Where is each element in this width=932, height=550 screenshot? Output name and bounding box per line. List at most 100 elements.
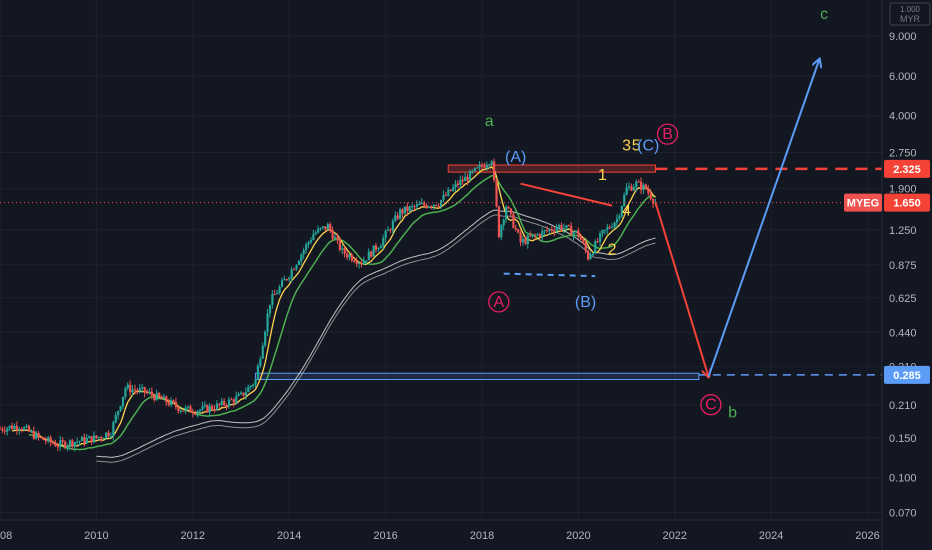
price-tag-support <box>884 365 930 384</box>
candle-body <box>136 390 139 392</box>
candle-body <box>500 225 503 238</box>
candle-body <box>141 387 144 389</box>
candle-body <box>25 426 28 428</box>
candle-body <box>276 292 279 295</box>
price-tag-MYEG <box>884 193 930 212</box>
candle-body <box>620 205 623 216</box>
candle-body <box>3 430 7 432</box>
scale-box-label: 1.000 <box>900 5 921 14</box>
ma-slow-lower <box>96 214 656 463</box>
candle-body <box>126 384 129 389</box>
candle-body <box>579 235 582 240</box>
candle-body <box>333 237 337 239</box>
candle-body <box>218 403 221 405</box>
x-tick-label: 2020 <box>566 530 590 542</box>
candle-body <box>124 388 127 397</box>
candle-body <box>507 206 510 209</box>
candle-body <box>435 204 438 206</box>
candle-body <box>461 179 464 182</box>
candle-body <box>100 436 103 439</box>
candle-body <box>476 167 479 169</box>
wave-labels: a (A) A (B) 1 2 3 4 5(C)B C b c <box>485 6 828 421</box>
candle-body <box>447 189 450 196</box>
candle-body <box>107 432 110 437</box>
candle-body <box>418 203 421 205</box>
candle-body <box>324 226 327 230</box>
candle-body <box>73 442 76 447</box>
candle-body <box>129 384 132 393</box>
candle-body <box>97 436 101 438</box>
y-axis: 9.000 6.000 4.000 2.750 1.900 1.250 0.875 0.625… <box>844 0 932 550</box>
candle-body <box>293 269 296 271</box>
candle-body <box>531 234 534 237</box>
candle-body <box>425 205 428 208</box>
candle-body <box>558 224 561 228</box>
y-tick-label: 4.000 <box>889 111 917 123</box>
candle-body <box>11 425 14 430</box>
candle-body <box>379 246 382 249</box>
wave-label-10: B <box>662 126 673 143</box>
x-tick-label: 2024 <box>759 530 783 542</box>
candle-body <box>529 235 532 237</box>
candle-body <box>565 225 568 229</box>
candle-body <box>37 433 40 438</box>
grid <box>0 0 882 520</box>
x-tick-label: 2026 <box>855 530 879 542</box>
candle-body <box>61 440 64 442</box>
candle-body <box>599 233 602 242</box>
wave-label-2: A <box>494 294 505 311</box>
candle-body <box>353 260 356 262</box>
wave-label-3: (B) <box>575 294 596 311</box>
price-tag-text-support: 0.285 <box>893 370 921 382</box>
candle-body <box>15 425 19 431</box>
candle-body <box>266 313 269 332</box>
candle-body <box>317 228 320 233</box>
candle-body <box>570 225 573 236</box>
candles <box>0 158 657 452</box>
candle-body <box>584 242 587 251</box>
x-tick-label: 2022 <box>663 530 687 542</box>
candle-body <box>184 407 187 412</box>
y-tick-label: 2.750 <box>889 147 917 159</box>
candle-body <box>625 187 628 195</box>
candle-body <box>541 231 544 238</box>
candle-body <box>56 446 60 448</box>
wave-circle <box>700 394 722 416</box>
candle-body <box>652 198 655 204</box>
candle-body <box>490 161 493 165</box>
candle-body <box>52 442 55 444</box>
y-tick-label: 6.000 <box>889 71 917 83</box>
candle-body <box>613 222 616 228</box>
candle-body <box>338 239 341 250</box>
candle-body <box>47 437 50 442</box>
candle-body <box>271 294 274 305</box>
candle-body <box>20 429 23 431</box>
wave-label-8: 5 <box>632 138 641 155</box>
candle-body <box>587 250 590 260</box>
candle-body <box>360 263 363 265</box>
candle-body <box>399 209 402 219</box>
candle-body <box>133 389 137 391</box>
wedge-bottom-line <box>503 272 596 278</box>
candle-body <box>403 206 407 214</box>
candle-body <box>0 428 2 430</box>
wave-label-0: a <box>485 113 494 130</box>
candle-body <box>591 253 595 256</box>
candle-body <box>644 184 648 190</box>
candle-body <box>119 406 122 411</box>
candle-body <box>162 396 166 400</box>
candle-body <box>220 400 223 405</box>
candle-body <box>553 230 556 232</box>
candle-body <box>444 194 448 196</box>
candle-body <box>601 230 604 234</box>
candle-body <box>630 186 633 191</box>
y-tick-label: 0.100 <box>889 473 917 485</box>
candle-body <box>596 241 599 243</box>
candle-body <box>362 260 366 265</box>
candle-body <box>637 181 640 183</box>
candle-body <box>567 225 570 227</box>
candle-body <box>394 215 397 222</box>
candle-body <box>143 387 146 393</box>
wave-label-6: 3 <box>622 138 631 155</box>
